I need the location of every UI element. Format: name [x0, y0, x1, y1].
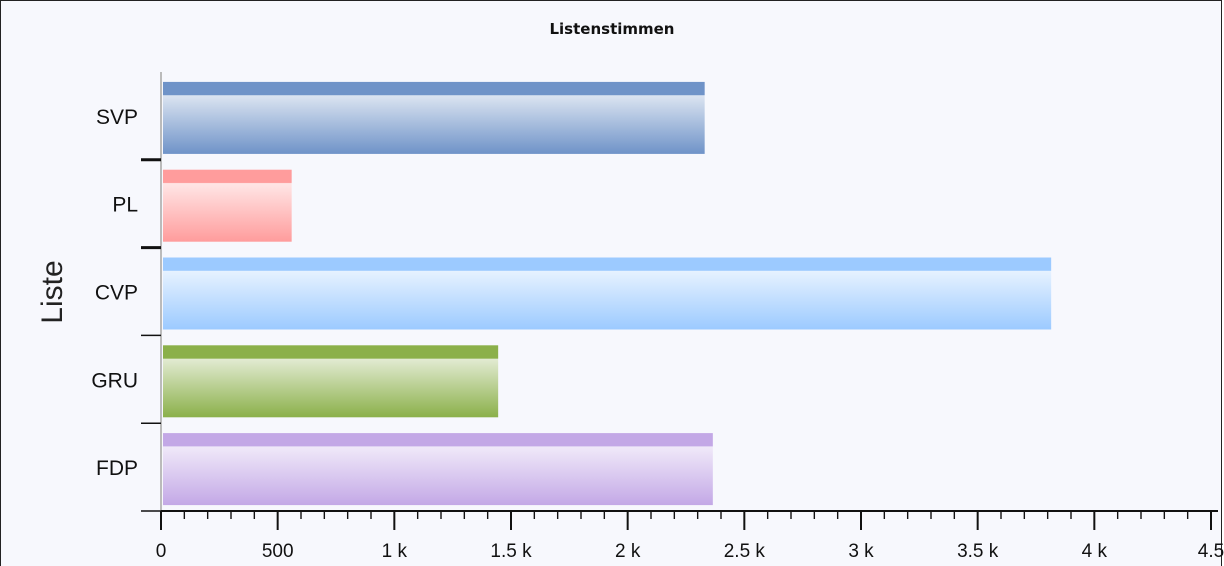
x-tick-label: 500	[262, 541, 294, 562]
x-tick-label: 3 k	[848, 541, 874, 562]
x-tick-label: 2.5 k	[724, 541, 766, 562]
y-tick-label-fdp: FDP	[96, 457, 138, 480]
x-tick-label: 0	[156, 541, 167, 562]
x-tick-label: 2 k	[615, 541, 641, 562]
x-tick-label: 4.5	[1198, 541, 1224, 562]
bar-svp	[163, 81, 705, 154]
x-tick-label: 3.5 k	[957, 541, 999, 562]
y-tick-label-cvp: CVP	[95, 282, 138, 305]
bar-gru	[163, 345, 499, 418]
y-axis-label: Liste	[36, 260, 69, 323]
chart-title: Listenstimmen	[549, 20, 675, 38]
y-tick-label-svp: SVP	[96, 106, 138, 129]
y-tick-label-pl: PL	[112, 194, 138, 217]
x-tick-label: 4 k	[1082, 541, 1108, 562]
bar-pl	[163, 169, 292, 242]
x-tick-label: 1.5 k	[490, 541, 532, 562]
bar-cvp	[163, 257, 1052, 330]
y-tick-label-gru: GRU	[91, 369, 138, 392]
bar-fdp	[163, 433, 713, 506]
x-tick-label: 1 k	[382, 541, 408, 562]
